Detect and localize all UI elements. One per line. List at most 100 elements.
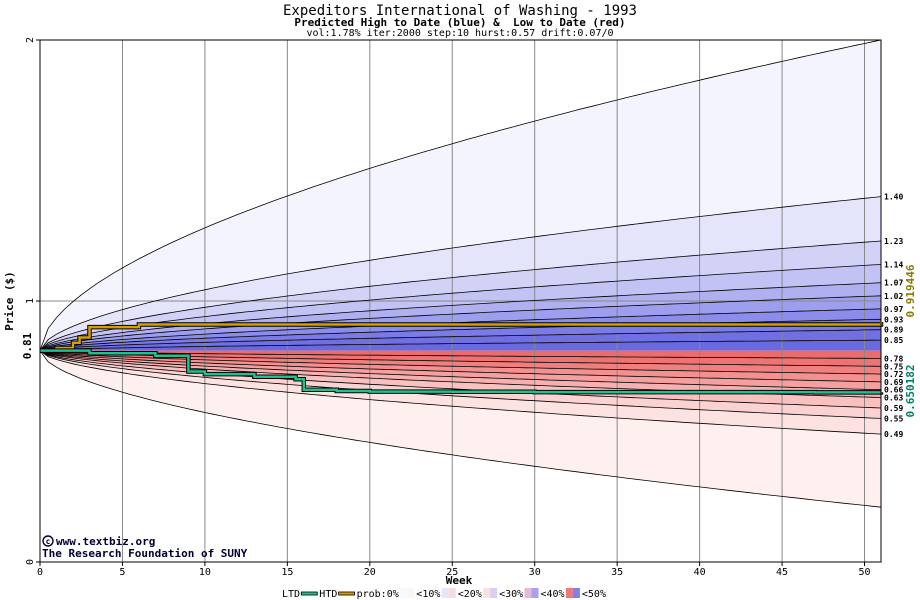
high-band	[40, 40, 881, 351]
high-level-label: 1.40	[884, 193, 903, 202]
legend-swatch	[565, 588, 573, 598]
x-tick-label: 40	[694, 567, 706, 578]
low-band	[40, 350, 881, 398]
legend-swatch	[407, 588, 415, 598]
x-axis-label: Week	[446, 574, 473, 587]
low-band	[40, 350, 881, 435]
axes: 0 5 10 15 20 25 30 35 40 45 50 0 1 2	[25, 37, 871, 578]
legend-swatch	[483, 588, 491, 598]
high-level-label: 0.89	[884, 326, 903, 335]
high-band	[40, 295, 881, 351]
contour-line	[39, 350, 882, 419]
copyright-icon	[42, 535, 54, 547]
low-level-label: 0.63	[884, 394, 903, 403]
copyright-glyph: c	[46, 537, 51, 546]
legend-bin-label: <10%	[416, 589, 440, 600]
legend-bin-label: <20%	[458, 589, 482, 600]
high-band	[40, 340, 881, 351]
contour-line	[39, 264, 882, 351]
x-tick-label: 20	[364, 567, 376, 578]
contour-line	[39, 240, 882, 351]
high-level-label: 1.14	[884, 260, 903, 269]
htd-path	[40, 322, 883, 352]
contour-line	[39, 196, 882, 351]
legend-bin-label: <50%	[582, 589, 606, 600]
y-axis-label: Price ($)	[3, 271, 16, 331]
contour-line	[39, 350, 882, 409]
contour-line	[39, 295, 882, 351]
low-level-label: 0.55	[884, 414, 903, 423]
legend-bin-label: <30%	[499, 589, 523, 600]
chart-title: Expeditors International of Washing - 19…	[282, 3, 637, 19]
low-band	[40, 350, 881, 359]
legend-ltd-label: LTD	[282, 589, 300, 600]
low-band	[40, 350, 881, 390]
low-band	[40, 350, 881, 419]
high-level-label: 0.85	[884, 336, 903, 345]
ltd-path	[40, 349, 883, 394]
high-band	[40, 329, 881, 351]
contour-line	[39, 350, 882, 383]
grid	[40, 40, 881, 562]
chart-subtitle: Predicted High to Date (blue) & Low to D…	[294, 16, 626, 29]
low-level-label: 0.78	[884, 354, 903, 363]
legend-ltd-swatch	[300, 591, 318, 596]
ltd-final-label: 0.650182	[904, 365, 917, 418]
low-band	[40, 350, 881, 382]
legend-swatch	[572, 588, 580, 598]
low-level-label: 0.69	[884, 378, 903, 387]
credits: c www.textbiz.org The Research Foundatio…	[42, 535, 248, 560]
low-level-label: 0.59	[884, 404, 903, 413]
contour-line	[39, 350, 882, 508]
legend-swatch	[531, 588, 539, 598]
y-tick-label: 1	[25, 298, 36, 304]
level-labels: 1.40 1.23 1.14 1.07 1.02 0.970.93 0.890.85 0.78…	[884, 193, 903, 440]
x-tick-label: 25	[446, 567, 458, 578]
probability-bands	[40, 40, 881, 508]
x-tick-label: 45	[776, 567, 788, 578]
x-tick-label: 30	[529, 567, 541, 578]
contour-line	[39, 339, 882, 351]
high-level-label: 1.23	[884, 237, 903, 246]
high-band	[40, 282, 881, 351]
y-tick-label: 0	[25, 559, 36, 565]
legend-prob-label: prob:0%	[357, 589, 399, 600]
low-level-label: 0.75	[884, 362, 903, 371]
legend-htd-label: HTD	[319, 589, 337, 600]
high-level-label: 0.93	[884, 315, 903, 324]
x-tick-label: 10	[199, 567, 211, 578]
high-band	[40, 308, 881, 351]
htd-final-label: 0.919446	[904, 264, 917, 317]
y-tick-label: 2	[25, 37, 36, 43]
high-band	[40, 241, 881, 351]
price-paths	[40, 322, 884, 395]
contour-line	[39, 350, 881, 359]
contour-line	[39, 350, 882, 391]
high-level-label: 0.97	[884, 305, 903, 314]
x-tick-label: 50	[858, 567, 870, 578]
x-tick-label: 0	[37, 567, 43, 578]
contour-line	[39, 39, 882, 351]
low-level-label: 0.72	[884, 370, 903, 379]
x-tick-label: 15	[281, 567, 293, 578]
low-band	[40, 350, 881, 508]
chart-params: vol:1.78% iter:2000 step:10 hurst:0.57 d…	[306, 28, 614, 39]
contour-line	[39, 329, 882, 351]
high-band	[40, 319, 881, 351]
start-price-label: 0.81	[21, 332, 34, 359]
legend-htd-swatch	[338, 591, 356, 596]
legend-swatch	[400, 588, 408, 598]
credit-url[interactable]: www.textbiz.org	[56, 535, 155, 548]
legend-swatch	[490, 588, 498, 598]
low-level-label: 0.49	[884, 430, 903, 439]
contour-line	[39, 350, 882, 435]
high-band	[40, 264, 881, 351]
low-band	[40, 350, 881, 375]
credit-org: The Research Foundation of SUNY	[42, 547, 248, 560]
contour-line	[39, 350, 882, 375]
legend-swatch	[524, 588, 532, 598]
high-band	[40, 196, 881, 351]
high-level-label: 1.07	[884, 279, 903, 288]
legend-swatch	[441, 588, 449, 598]
